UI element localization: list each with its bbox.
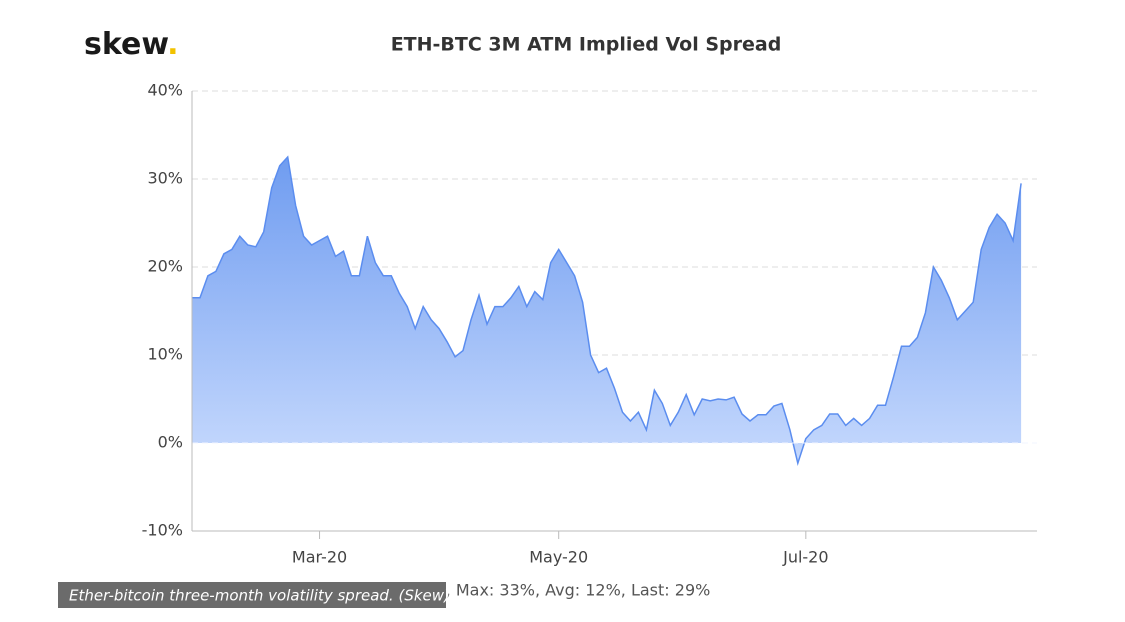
chart-title: ETH-BTC 3M ATM Implied Vol Spread <box>391 34 782 56</box>
y-tick-label: -10% <box>142 521 183 540</box>
x-tick-label: May-20 <box>529 548 588 567</box>
x-tick-label: Jul-20 <box>782 548 828 567</box>
line <box>192 155 1022 466</box>
y-tick-label: 30% <box>147 169 183 188</box>
brand-dot: . <box>167 27 178 62</box>
y-tick-label: 0% <box>158 433 183 452</box>
x-tick-label: Mar-20 <box>292 548 347 567</box>
brand-text: skew <box>84 27 168 62</box>
y-tick-label: 20% <box>147 257 183 276</box>
area <box>192 157 1022 464</box>
caption-box <box>58 582 446 608</box>
brand-logo: skew. <box>84 27 179 62</box>
y-tick-label: 40% <box>147 81 183 100</box>
caption: Ether-bitcoin three-month volatility spr… <box>69 587 450 605</box>
y-tick-label: 10% <box>147 345 183 364</box>
plot-area: -10% 0% 10% 20% 30% 40% Mar-20 May-20 Jul-20 <box>142 81 1037 567</box>
